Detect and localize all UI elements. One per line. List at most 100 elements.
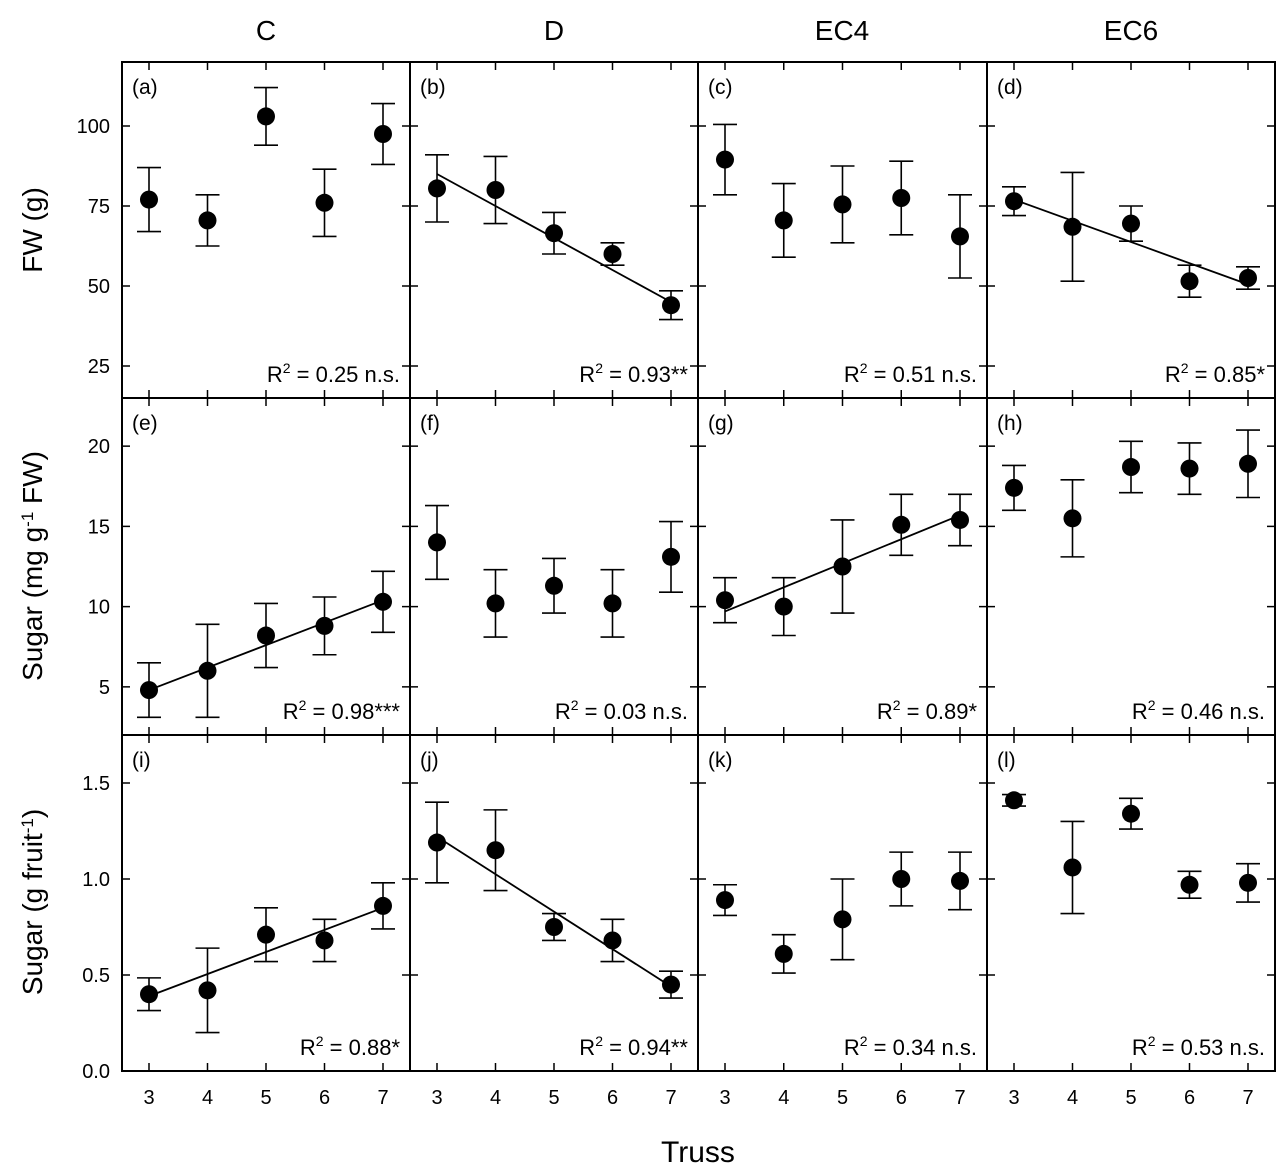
data-point [603, 931, 622, 950]
data-point [428, 533, 446, 552]
x-tick-label: 4 [490, 1087, 501, 1109]
data-point [257, 626, 275, 645]
panel-label: (g) [708, 412, 734, 435]
x-axis-title: Truss [661, 1136, 735, 1169]
column-title-c: C [256, 15, 276, 46]
y-tick-label: 15 [88, 516, 110, 538]
x-tick-label: 6 [607, 1087, 618, 1109]
x-tick-label: 7 [1242, 1087, 1253, 1109]
data-point [374, 125, 392, 143]
x-tick-label: 6 [319, 1087, 330, 1109]
y-tick-label: 1.0 [82, 869, 110, 891]
r2-annotation: R2 = 0.53 n.s. [1132, 1033, 1265, 1060]
data-point [603, 594, 622, 613]
x-tick-label: 3 [1008, 1087, 1019, 1109]
data-point [603, 245, 622, 263]
data-point [1063, 509, 1082, 528]
y-tick-label: 0.5 [82, 965, 110, 987]
row-label-sugar-fruit-sup: -1 [18, 818, 37, 833]
panel-label: (k) [708, 749, 733, 772]
row-label-sugar-conc-a: Sugar (mg g [17, 527, 48, 681]
r2-annotation: R2 = 0.93** [579, 360, 688, 387]
panel-b: (b) R2 = 0.93** [409, 61, 699, 399]
x-tick-label: 7 [665, 1087, 676, 1109]
panel-grid: 25 50 75 100 (a) R2 = 0.25 n.s. (b) R2 = 0.93**… [77, 61, 1276, 1083]
data-point [486, 841, 505, 860]
data-point [1122, 214, 1140, 233]
data-point [140, 681, 158, 700]
data-point [951, 871, 969, 890]
data-point [774, 944, 793, 963]
panel-label: (i) [132, 749, 151, 772]
data-point [1005, 192, 1023, 211]
data-point [662, 547, 680, 566]
r2-annotation: R2 = 0.46 n.s. [1132, 697, 1265, 724]
column-title-d: D [544, 15, 564, 46]
data-point [428, 179, 446, 198]
row-label-sugar-conc-b: FW) [17, 451, 48, 512]
panel-label: (f) [420, 412, 440, 435]
data-point [833, 195, 852, 214]
data-point [716, 150, 734, 169]
data-point [1180, 875, 1199, 894]
x-tick-label: 6 [896, 1087, 907, 1109]
data-point [833, 910, 852, 929]
x-tick-label: 3 [431, 1087, 442, 1109]
data-point [140, 985, 158, 1004]
panel-label: (b) [420, 76, 446, 99]
data-point [1122, 804, 1140, 823]
data-point [428, 833, 446, 852]
y-tick-label: 1.5 [82, 773, 110, 795]
panel-label: (e) [132, 412, 158, 435]
column-title-ec6: EC6 [1104, 15, 1158, 46]
data-point [315, 931, 334, 950]
y-tick-label: 20 [88, 436, 110, 458]
x-tick-label: 4 [202, 1087, 213, 1109]
panel-i: 0.0 0.5 1.0 1.5 (i) R2 = 0.88* [82, 734, 411, 1083]
x-axis-tick-labels: 3 4 5 6 7 3 4 5 6 7 3 4 5 6 7 3 4 5 6 7 [143, 1087, 1253, 1109]
panel-h: (h) R2 = 0.46 n.s. [986, 397, 1276, 736]
panel-e: 5 10 15 20 (e) R2 = 0.98*** [88, 397, 411, 736]
data-point [486, 181, 505, 199]
row-label-sugar-conc-sup: -1 [18, 512, 37, 527]
x-tick-label: 3 [719, 1087, 730, 1109]
panel-frame [409, 734, 699, 1072]
r2-annotation: R2 = 0.03 n.s. [555, 697, 688, 724]
y-tick-label: 25 [88, 356, 110, 378]
panel-g: (g) R2 = 0.89* [697, 397, 988, 736]
data-point [716, 591, 734, 610]
data-point [140, 190, 158, 209]
data-point [257, 925, 275, 944]
y-tick-label: 75 [88, 196, 110, 218]
panel-j: (j) R2 = 0.94** [409, 734, 699, 1072]
x-tick-label: 5 [837, 1087, 848, 1109]
x-tick-label: 5 [1125, 1087, 1136, 1109]
row-labels: FW (g) Sugar (mg g-1 FW) Sugar (g fruit-… [17, 187, 48, 995]
r2-annotation: R2 = 0.51 n.s. [844, 360, 977, 387]
data-point [774, 597, 793, 616]
data-point [774, 211, 793, 230]
panel-label: (d) [997, 76, 1023, 99]
data-point [1180, 272, 1199, 291]
r2-annotation: R2 = 0.89* [877, 697, 978, 724]
row-label-sugar-conc: Sugar (mg g-1 FW) [17, 451, 48, 681]
y-tick-label: 50 [88, 276, 110, 298]
r2-annotation: R2 = 0.34 n.s. [844, 1033, 977, 1060]
row-label-sugar-fruit: Sugar (g fruit-1) [17, 809, 48, 995]
panel-c: (c) R2 = 0.51 n.s. [697, 61, 988, 399]
column-title-ec4: EC4 [815, 15, 869, 46]
x-tick-label: 3 [143, 1087, 154, 1109]
r2-annotation: R2 = 0.98*** [283, 697, 401, 724]
panel-label: (a) [132, 76, 158, 99]
data-point [257, 107, 275, 126]
column-titles: C D EC4 EC6 [256, 15, 1158, 46]
data-point [374, 592, 392, 611]
data-point [1122, 458, 1140, 477]
row-label-sugar-fruit-a: Sugar (g fruit [17, 833, 48, 995]
r2-annotation: R2 = 0.25 n.s. [267, 360, 400, 387]
data-point [1239, 873, 1257, 892]
data-point [662, 296, 680, 315]
r2-annotation: R2 = 0.88* [300, 1033, 401, 1060]
data-point [198, 661, 217, 680]
y-tick-label: 100 [77, 116, 110, 138]
